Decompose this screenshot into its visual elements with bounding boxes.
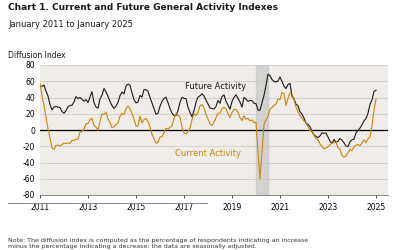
Text: Future Activity: Future Activity [185, 82, 246, 91]
Text: Current Activity: Current Activity [175, 149, 241, 158]
Text: Chart 1. Current and Future General Activity Indexes: Chart 1. Current and Future General Acti… [8, 2, 278, 12]
Text: Note: The diffusion index is computed as the percentage of respondents indicatin: Note: The diffusion index is computed as… [8, 238, 308, 249]
Text: January 2011 to January 2025: January 2011 to January 2025 [8, 20, 133, 29]
Text: Diffusion Index: Diffusion Index [8, 51, 66, 60]
Bar [256, 65, 268, 195]
